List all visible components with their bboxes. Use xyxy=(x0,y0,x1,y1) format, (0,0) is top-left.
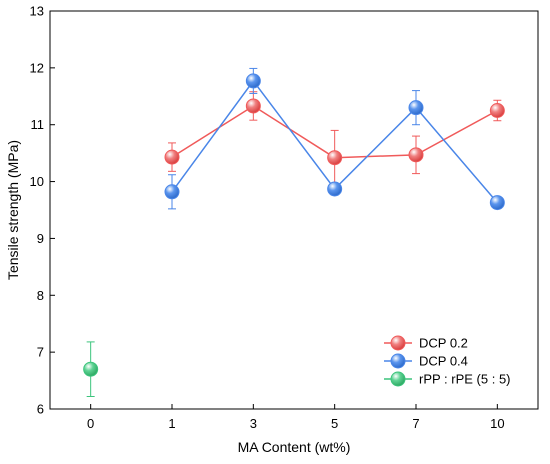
legend-label: DCP 0.2 xyxy=(419,336,468,351)
plot-frame xyxy=(49,10,539,410)
x-tick-label: 5 xyxy=(331,416,338,431)
series-rpp-rpe-5-5 xyxy=(83,341,99,397)
legend-item: DCP 0.2 xyxy=(384,335,468,351)
data-point xyxy=(327,150,343,166)
y-tick-label: 11 xyxy=(31,117,45,132)
legend-label: DCP 0.4 xyxy=(419,354,468,369)
data-point xyxy=(489,103,505,118)
legend-label: rPP : rPE (5 : 5) xyxy=(419,372,511,387)
series-dcp-0-4 xyxy=(164,67,505,211)
legend-swatch-marker xyxy=(390,335,406,351)
legend-swatch-marker xyxy=(390,353,406,369)
legend: DCP 0.2 DCP 0.4 rPP : rPE (5 : 5) xyxy=(384,335,511,387)
y-tick-label: 7 xyxy=(37,345,44,360)
data-point xyxy=(83,361,99,377)
x-tick-label: 7 xyxy=(412,416,419,431)
y-tick-label: 10 xyxy=(30,174,44,189)
x-tick-label: 3 xyxy=(250,416,257,431)
x-axis-title: MA Content (wt%) xyxy=(238,439,351,455)
y-tick-label: 6 xyxy=(37,402,44,417)
data-point xyxy=(327,181,343,197)
y-tick-label: 12 xyxy=(30,60,44,75)
y-tick-label: 8 xyxy=(37,288,44,303)
data-point xyxy=(489,195,505,211)
y-axis-ticks: 6 7 8 9 10 11 12 13 xyxy=(30,4,55,417)
legend-swatch-marker xyxy=(390,371,406,387)
x-axis-ticks: 0 1 3 5 7 10 xyxy=(87,404,505,431)
data-point xyxy=(245,98,261,114)
data-point xyxy=(164,149,180,165)
y-tick-label: 13 xyxy=(30,4,44,19)
y-axis-title: Tensile strength (MPa) xyxy=(5,140,21,280)
y-tick-label: 9 xyxy=(37,231,44,246)
series-dcp-0-2 xyxy=(164,91,505,186)
data-point xyxy=(164,184,180,200)
legend-item: rPP : rPE (5 : 5) xyxy=(384,371,511,387)
series-layer xyxy=(83,67,505,397)
data-point xyxy=(245,73,261,89)
data-point xyxy=(408,100,424,116)
x-tick-label: 1 xyxy=(168,416,175,431)
legend-item: DCP 0.4 xyxy=(384,353,468,369)
x-tick-label: 0 xyxy=(87,416,94,431)
data-point xyxy=(408,147,424,163)
x-tick-label: 10 xyxy=(490,416,504,431)
